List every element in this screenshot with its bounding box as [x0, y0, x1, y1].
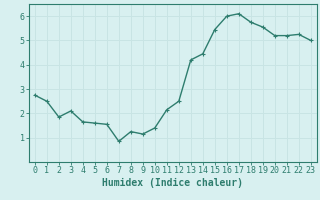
- X-axis label: Humidex (Indice chaleur): Humidex (Indice chaleur): [102, 178, 243, 188]
